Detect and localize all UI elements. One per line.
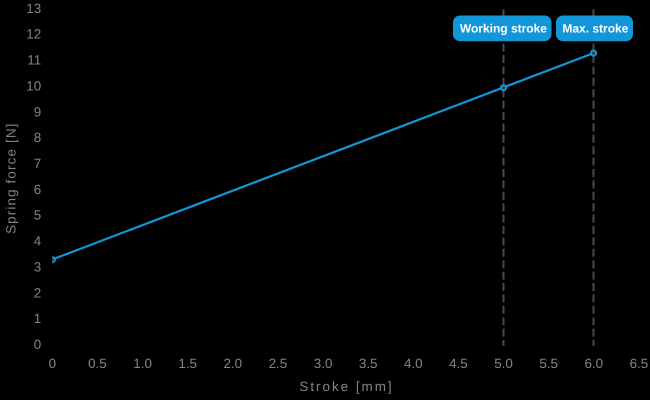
svg-text:0.5: 0.5 xyxy=(88,356,107,371)
svg-text:Spring force [N]: Spring force [N] xyxy=(4,122,19,233)
svg-text:Max. stroke: Max. stroke xyxy=(562,22,628,36)
svg-text:11: 11 xyxy=(27,53,41,68)
svg-text:2: 2 xyxy=(34,285,41,300)
svg-text:8: 8 xyxy=(34,130,41,145)
svg-text:1.5: 1.5 xyxy=(178,356,197,371)
svg-text:12: 12 xyxy=(26,27,41,42)
svg-text:1.0: 1.0 xyxy=(133,356,152,371)
svg-text:3.0: 3.0 xyxy=(314,356,333,371)
svg-text:0: 0 xyxy=(49,356,56,371)
svg-text:10: 10 xyxy=(26,78,41,93)
svg-text:3: 3 xyxy=(34,260,41,275)
svg-text:2.5: 2.5 xyxy=(269,356,288,371)
svg-text:6: 6 xyxy=(34,182,41,197)
svg-text:0: 0 xyxy=(34,337,41,352)
svg-text:9: 9 xyxy=(34,104,41,119)
svg-text:5.5: 5.5 xyxy=(539,356,558,371)
svg-text:2.0: 2.0 xyxy=(223,356,242,371)
svg-text:1: 1 xyxy=(34,311,41,326)
svg-text:5: 5 xyxy=(34,208,41,223)
svg-text:6.0: 6.0 xyxy=(584,356,603,371)
svg-text:6.5: 6.5 xyxy=(630,356,649,371)
svg-text:7: 7 xyxy=(34,156,41,171)
svg-text:13: 13 xyxy=(26,1,41,16)
svg-text:Working stroke: Working stroke xyxy=(460,22,547,36)
svg-text:4.0: 4.0 xyxy=(404,356,423,371)
svg-text:4: 4 xyxy=(34,234,42,249)
svg-text:4.5: 4.5 xyxy=(449,356,468,371)
svg-text:3.5: 3.5 xyxy=(359,356,378,371)
svg-text:Stroke [mm]: Stroke [mm] xyxy=(299,379,393,394)
svg-text:5.0: 5.0 xyxy=(494,356,513,371)
